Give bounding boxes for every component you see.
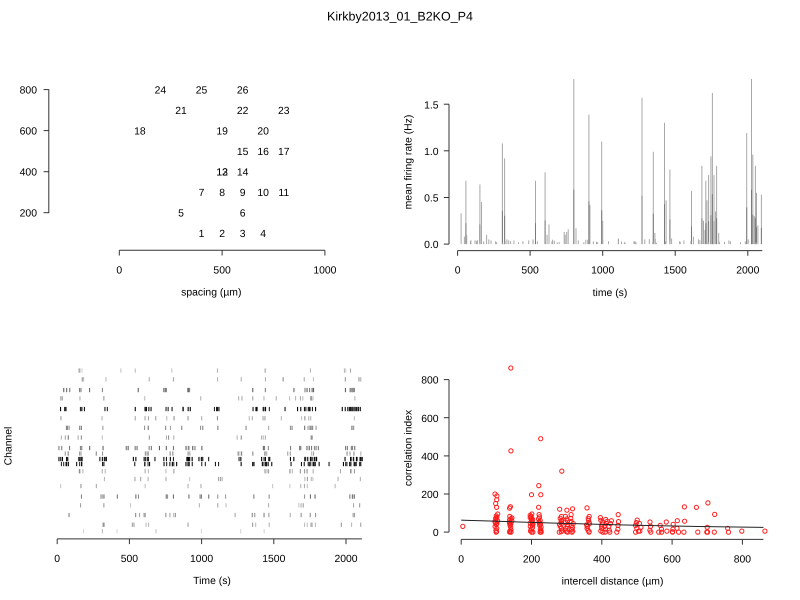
svg-text:8: 8 [219, 188, 225, 199]
svg-text:15: 15 [237, 147, 249, 158]
svg-text:500: 500 [521, 266, 539, 277]
svg-text:16: 16 [257, 147, 269, 158]
svg-text:time (s): time (s) [593, 288, 628, 299]
svg-text:800: 800 [421, 376, 439, 387]
svg-text:0: 0 [116, 265, 122, 276]
svg-text:500: 500 [213, 265, 231, 276]
svg-text:9: 9 [240, 188, 246, 199]
svg-text:200: 200 [421, 490, 439, 501]
svg-text:11: 11 [278, 188, 289, 199]
svg-text:17: 17 [278, 147, 290, 158]
svg-text:400: 400 [20, 167, 38, 178]
svg-text:0: 0 [455, 266, 461, 277]
svg-text:3: 3 [240, 229, 246, 240]
svg-text:600: 600 [421, 414, 439, 425]
svg-text:correlation index: correlation index [404, 409, 415, 486]
svg-text:200: 200 [20, 208, 38, 219]
svg-text:1000: 1000 [313, 265, 336, 276]
svg-text:600: 600 [663, 554, 681, 565]
svg-text:800: 800 [734, 554, 752, 565]
svg-text:0.0: 0.0 [424, 240, 439, 251]
svg-text:6: 6 [240, 208, 246, 219]
svg-text:1500: 1500 [262, 554, 285, 565]
svg-text:Channel: Channel [4, 427, 15, 466]
svg-text:1000: 1000 [190, 554, 213, 565]
svg-text:7: 7 [199, 188, 205, 199]
svg-text:600: 600 [20, 126, 38, 137]
svg-text:spacing (µm): spacing (µm) [181, 287, 241, 298]
svg-text:2: 2 [219, 229, 225, 240]
svg-text:Time (s): Time (s) [193, 576, 231, 587]
svg-text:23: 23 [278, 106, 290, 117]
svg-text:2000: 2000 [334, 554, 357, 565]
svg-text:10: 10 [257, 188, 269, 199]
svg-text:25: 25 [196, 85, 208, 96]
svg-text:0: 0 [433, 528, 439, 539]
svg-text:800: 800 [20, 85, 38, 96]
svg-text:400: 400 [593, 554, 611, 565]
svg-text:26: 26 [237, 85, 249, 96]
svg-text:20: 20 [257, 126, 269, 137]
svg-text:14: 14 [237, 167, 249, 178]
svg-text:mean firing rate (Hz): mean firing rate (Hz) [404, 115, 415, 210]
svg-text:400: 400 [421, 452, 439, 463]
svg-text:500: 500 [121, 554, 139, 565]
svg-text:200: 200 [523, 554, 541, 565]
svg-text:1.0: 1.0 [424, 147, 439, 158]
svg-text:4: 4 [260, 229, 266, 240]
svg-text:Kirkby2013_01_B2KO_P4: Kirkby2013_01_B2KO_P4 [327, 10, 473, 24]
svg-text:intercell distance (µm): intercell distance (µm) [562, 577, 664, 588]
svg-text:22: 22 [237, 106, 249, 117]
svg-text:0: 0 [54, 554, 60, 565]
svg-text:2000: 2000 [736, 266, 759, 277]
svg-text:0: 0 [458, 554, 464, 565]
svg-text:13: 13 [216, 167, 228, 178]
svg-text:0.5: 0.5 [424, 194, 439, 205]
svg-text:24: 24 [155, 85, 167, 96]
svg-text:1: 1 [199, 229, 205, 240]
svg-text:5: 5 [178, 208, 184, 219]
svg-text:1500: 1500 [664, 266, 687, 277]
svg-text:19: 19 [216, 126, 228, 137]
svg-text:18: 18 [134, 126, 146, 137]
svg-text:1.5: 1.5 [424, 100, 439, 111]
svg-text:12: 12 [216, 167, 228, 178]
svg-text:1000: 1000 [591, 266, 614, 277]
svg-text:21: 21 [175, 106, 187, 117]
